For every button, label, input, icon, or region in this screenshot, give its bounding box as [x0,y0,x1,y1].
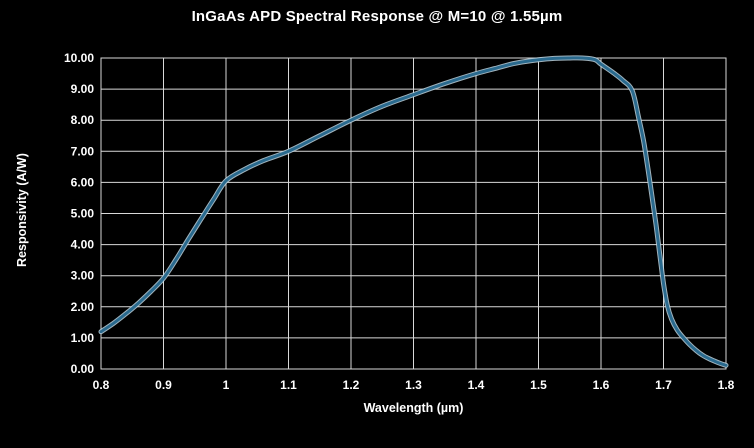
y-tick-label: 4.00 [71,238,95,252]
curve-layer [98,55,729,368]
x-tick-label: 0.9 [155,378,172,392]
tick-label-layer: 0.8 0.9 1 1.1 1.2 1.3 1.4 1.5 1.6 1.7 1.8 0.00 1.00 2… [64,51,735,392]
response-curve [99,56,728,367]
x-tick-label: 1.2 [343,378,360,392]
y-tick-label: 6.00 [71,175,95,189]
x-tick-label: 1.8 [718,378,735,392]
x-tick-label: 1.1 [280,378,297,392]
x-tick-label: 1.4 [468,378,485,392]
y-tick-label: 7.00 [71,144,95,158]
x-tick-label: 1.6 [593,378,610,392]
x-tick-label: 1.3 [405,378,422,392]
y-tick-label: 9.00 [71,82,95,96]
x-tick-label: 1.5 [530,378,547,392]
x-tick-label: 1.7 [655,378,672,392]
x-tick-label: 1 [223,378,230,392]
y-tick-label: 5.00 [71,207,95,221]
y-tick-label: 10.00 [64,51,94,65]
y-tick-label: 0.00 [71,362,95,376]
y-tick-label: 3.00 [71,269,95,283]
y-tick-label: 2.00 [71,300,95,314]
x-axis-title: Wavelength (µm) [363,401,464,415]
plot-border [100,57,727,370]
y-tick-label: 8.00 [71,113,95,127]
chart-title: InGaAs APD Spectral Response @ M=10 @ 1.… [191,8,563,25]
x-tick-label: 0.8 [93,378,110,392]
grid-layer [100,57,727,370]
y-tick-label: 1.00 [71,331,95,345]
